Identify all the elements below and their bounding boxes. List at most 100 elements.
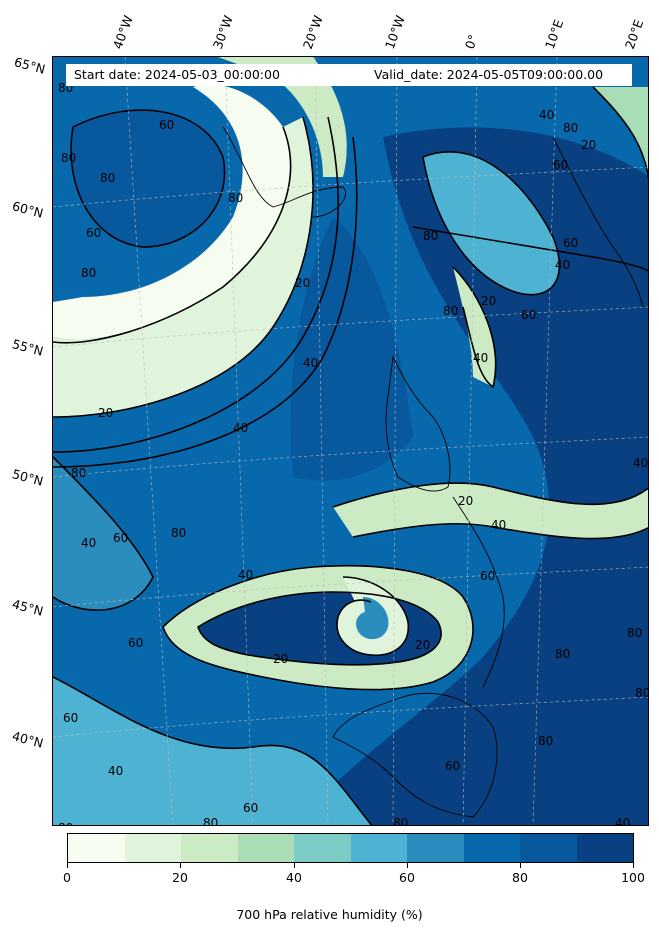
date-header	[66, 64, 632, 86]
contour-label: 80	[61, 151, 76, 165]
contour-line	[53, 116, 314, 418]
contour-label: 80	[203, 816, 218, 826]
contour-label: 80	[58, 821, 73, 826]
coastline-france	[452, 496, 505, 688]
fill-dark-east	[294, 127, 648, 825]
contour-label: 60	[553, 158, 568, 172]
contour-line	[452, 266, 497, 389]
colorbar-segment	[463, 834, 520, 862]
colorbar-segment	[407, 834, 464, 862]
fill-band-northeast	[423, 151, 560, 295]
coastline-greenland-iceland	[222, 126, 346, 218]
contour-label: 40	[108, 764, 123, 778]
fill-band-east	[593, 87, 648, 175]
contour-label: 60	[159, 118, 174, 132]
contour-label: 20	[458, 494, 473, 508]
contour-label: 80	[555, 647, 570, 661]
contour-label: 60	[243, 801, 258, 815]
gridlines	[53, 57, 648, 825]
contour-label: 20	[98, 406, 113, 420]
lat-label-60n: 60°N	[10, 198, 45, 221]
contour-label: 40	[491, 518, 506, 532]
contour-label: 20	[581, 138, 596, 152]
contour-label: 60	[563, 236, 578, 250]
contour-line	[352, 522, 648, 540]
contour-label: 40	[539, 108, 554, 122]
colorbar-label: 700 hPa relative humidity (%)	[236, 907, 423, 922]
colorbar-tick	[67, 863, 68, 868]
gridline	[53, 436, 648, 478]
contour-line	[53, 456, 154, 611]
fill-dark-northwest	[71, 110, 225, 247]
contour-label: 40	[473, 351, 488, 365]
coastlines	[222, 126, 644, 818]
gridline	[53, 696, 648, 738]
colorbar-tick-label: 40	[286, 870, 302, 885]
fill-dry-northwest	[53, 84, 291, 340]
coastline-iberia	[332, 692, 498, 818]
coastline-scandinavia	[552, 136, 644, 308]
colorbar-tick	[180, 863, 181, 868]
contour-label: 40	[615, 816, 630, 826]
gridline	[392, 57, 398, 825]
colorbar-segment	[124, 834, 181, 862]
contour-label: 80	[100, 171, 115, 185]
lat-label-50n: 50°N	[10, 466, 45, 489]
fill-band-west	[53, 457, 153, 611]
contour-label: 80	[71, 466, 86, 480]
contour-label: 40	[303, 356, 318, 370]
colorbar-segment	[294, 834, 351, 862]
contour-line	[592, 86, 648, 181]
colorbar	[67, 833, 634, 863]
contour-label: 40	[233, 421, 248, 435]
colorbar-segment	[237, 834, 294, 862]
lon-label-30w: 30°W	[209, 13, 236, 51]
contour-label: 80	[423, 229, 438, 243]
colorbar-segment	[520, 834, 577, 862]
contour-label: 80	[228, 191, 243, 205]
gridline	[53, 306, 648, 348]
contour-line	[412, 226, 648, 272]
gridline	[532, 57, 558, 825]
contour-label: 80	[393, 816, 408, 826]
lat-label-65n: 65°N	[12, 54, 47, 77]
contour-line	[162, 564, 474, 691]
colorbar-tick-label: 60	[399, 870, 415, 885]
colorbar-segment	[181, 834, 238, 862]
colorbar-tick-label: 100	[621, 870, 645, 885]
contour-label: 40	[633, 456, 648, 470]
contour-line	[332, 482, 648, 508]
fill-dry-north-strip	[218, 57, 347, 177]
contour-line	[197, 591, 442, 666]
fill-dry-tongue-north	[453, 267, 496, 387]
lon-label-10w: 10°W	[381, 13, 408, 51]
contour-label: 60	[521, 308, 536, 322]
contour-label: 80	[538, 734, 553, 748]
colorbar-tick	[520, 863, 521, 868]
fill-spiral-core	[356, 597, 389, 640]
contour-label: 80	[81, 266, 96, 280]
contour-label: 80	[171, 526, 186, 540]
contour-line	[53, 126, 292, 344]
lat-label-55n: 55°N	[10, 336, 45, 359]
coastline-british-isles	[385, 355, 451, 492]
contour-line	[53, 116, 339, 453]
contour-label: 60	[445, 759, 460, 773]
start-date-text: Start date: 2024-05-03_00:00:00	[74, 67, 280, 82]
contour-label: 60	[480, 569, 495, 583]
fill-dry-band-east	[333, 483, 648, 539]
humidity-map: 80 60 80 80 60 80 80 20 40 40 20 80 60 4…	[52, 56, 649, 826]
lat-label-45n: 45°N	[10, 596, 45, 619]
valid-date-text: Valid_date: 2024-05-05T09:00:00.00	[374, 67, 604, 82]
colorbar-tick-label: 20	[172, 870, 188, 885]
colorbar-tick	[407, 863, 408, 868]
colorbar-segment	[350, 834, 407, 862]
gridline	[124, 57, 174, 825]
contour-label: 60	[113, 531, 128, 545]
contour-line	[336, 576, 410, 656]
contour-line	[53, 136, 358, 468]
colorbar-tick-label: 80	[512, 870, 528, 885]
contour-label: 60	[63, 711, 78, 725]
lat-label-40n: 40°N	[10, 728, 45, 751]
contour-label: 80	[627, 626, 642, 640]
